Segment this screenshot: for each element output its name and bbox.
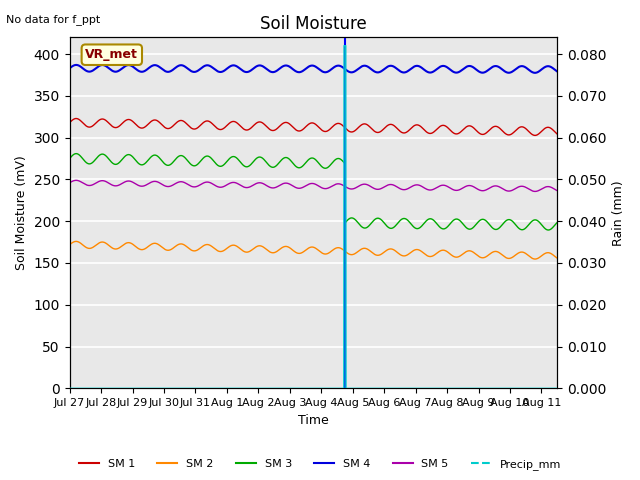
X-axis label: Time: Time xyxy=(298,414,329,427)
Title: Soil Moisture: Soil Moisture xyxy=(260,15,367,33)
Text: No data for f_ppt: No data for f_ppt xyxy=(6,14,100,25)
Y-axis label: Soil Moisture (mV): Soil Moisture (mV) xyxy=(15,156,28,270)
Y-axis label: Rain (mm): Rain (mm) xyxy=(612,180,625,246)
Text: VR_met: VR_met xyxy=(85,48,138,61)
Legend: SM 1, SM 2, SM 3, SM 4, SM 5, Precip_mm: SM 1, SM 2, SM 3, SM 4, SM 5, Precip_mm xyxy=(74,455,566,474)
